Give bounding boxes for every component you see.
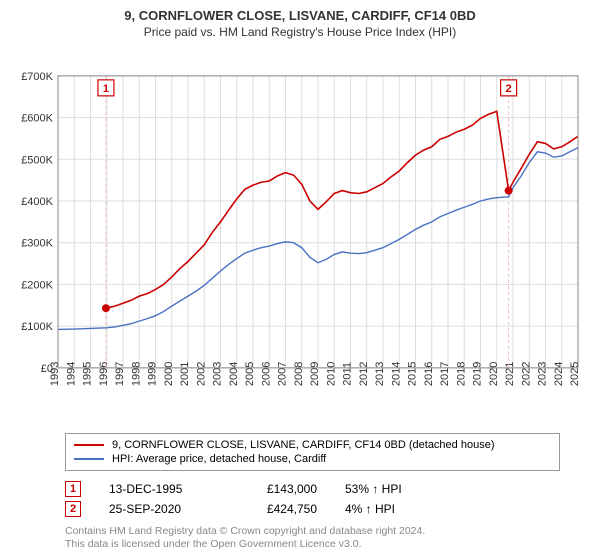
svg-text:2004: 2004: [228, 362, 240, 386]
footer-line: This data is licensed under the Open Gov…: [65, 538, 560, 552]
svg-text:£500K: £500K: [21, 154, 53, 166]
transaction-price: £143,000: [237, 482, 317, 496]
legend: 9, CORNFLOWER CLOSE, LISVANE, CARDIFF, C…: [65, 433, 560, 471]
svg-text:2009: 2009: [309, 362, 321, 386]
transaction-row: 1 13-DEC-1995 £143,000 53% ↑ HPI: [65, 479, 560, 499]
transaction-diff: 53% ↑ HPI: [345, 482, 402, 496]
transaction-row: 2 25-SEP-2020 £424,750 4% ↑ HPI: [65, 499, 560, 519]
svg-text:2014: 2014: [390, 362, 402, 386]
transaction-badge: 2: [65, 501, 81, 517]
svg-text:2003: 2003: [212, 362, 224, 386]
svg-text:2011: 2011: [342, 362, 354, 386]
svg-text:2025: 2025: [569, 362, 581, 386]
svg-text:2020: 2020: [488, 362, 500, 386]
svg-text:2021: 2021: [504, 362, 516, 386]
transaction-date: 13-DEC-1995: [109, 482, 209, 496]
svg-text:2022: 2022: [520, 362, 532, 386]
transaction-badge: 1: [65, 481, 81, 497]
svg-text:2019: 2019: [472, 362, 484, 386]
svg-text:£600K: £600K: [21, 113, 53, 125]
svg-text:2001: 2001: [179, 362, 191, 386]
legend-swatch: [74, 444, 104, 446]
legend-item: 9, CORNFLOWER CLOSE, LISVANE, CARDIFF, C…: [74, 438, 551, 452]
footer-attribution: Contains HM Land Registry data © Crown c…: [65, 525, 560, 552]
svg-text:1995: 1995: [82, 362, 94, 386]
svg-text:2005: 2005: [244, 362, 256, 386]
svg-text:2008: 2008: [293, 362, 305, 386]
svg-text:2023: 2023: [537, 362, 549, 386]
line-chart: £0£100K£200K£300K£400K£500K£600K£700K199…: [10, 45, 590, 427]
chart-subtitle: Price paid vs. HM Land Registry's House …: [10, 25, 590, 39]
transaction-diff: 4% ↑ HPI: [345, 502, 395, 516]
svg-text:1993: 1993: [49, 362, 61, 386]
svg-text:2007: 2007: [277, 362, 289, 386]
svg-text:2017: 2017: [439, 362, 451, 386]
svg-text:£700K: £700K: [21, 71, 53, 83]
svg-text:1: 1: [103, 83, 109, 95]
svg-text:1999: 1999: [147, 362, 159, 386]
legend-label: 9, CORNFLOWER CLOSE, LISVANE, CARDIFF, C…: [112, 439, 494, 451]
svg-text:2: 2: [506, 83, 512, 95]
legend-label: HPI: Average price, detached house, Card…: [112, 453, 326, 465]
chart-area: £0£100K£200K£300K£400K£500K£600K£700K199…: [10, 45, 590, 427]
svg-text:2010: 2010: [325, 362, 337, 386]
transaction-price: £424,750: [237, 502, 317, 516]
svg-text:2012: 2012: [358, 362, 370, 386]
svg-text:2002: 2002: [195, 362, 207, 386]
svg-text:2006: 2006: [260, 362, 272, 386]
svg-text:£100K: £100K: [21, 321, 53, 333]
svg-text:2015: 2015: [407, 362, 419, 386]
svg-text:1998: 1998: [130, 362, 142, 386]
svg-text:1997: 1997: [114, 362, 126, 386]
svg-text:£300K: £300K: [21, 238, 53, 250]
svg-text:1996: 1996: [98, 362, 110, 386]
svg-text:2000: 2000: [163, 362, 175, 386]
svg-text:£400K: £400K: [21, 196, 53, 208]
svg-text:2016: 2016: [423, 362, 435, 386]
svg-text:£200K: £200K: [21, 279, 53, 291]
legend-swatch: [74, 458, 104, 460]
svg-text:1994: 1994: [65, 362, 77, 386]
svg-text:2013: 2013: [374, 362, 386, 386]
transaction-date: 25-SEP-2020: [109, 502, 209, 516]
footer-line: Contains HM Land Registry data © Crown c…: [65, 525, 560, 539]
svg-text:2024: 2024: [553, 362, 565, 386]
chart-title: 9, CORNFLOWER CLOSE, LISVANE, CARDIFF, C…: [10, 8, 590, 23]
svg-text:2018: 2018: [455, 362, 467, 386]
transactions-list: 1 13-DEC-1995 £143,000 53% ↑ HPI 2 25-SEP-202…: [65, 479, 560, 519]
legend-item: HPI: Average price, detached house, Card…: [74, 452, 551, 466]
